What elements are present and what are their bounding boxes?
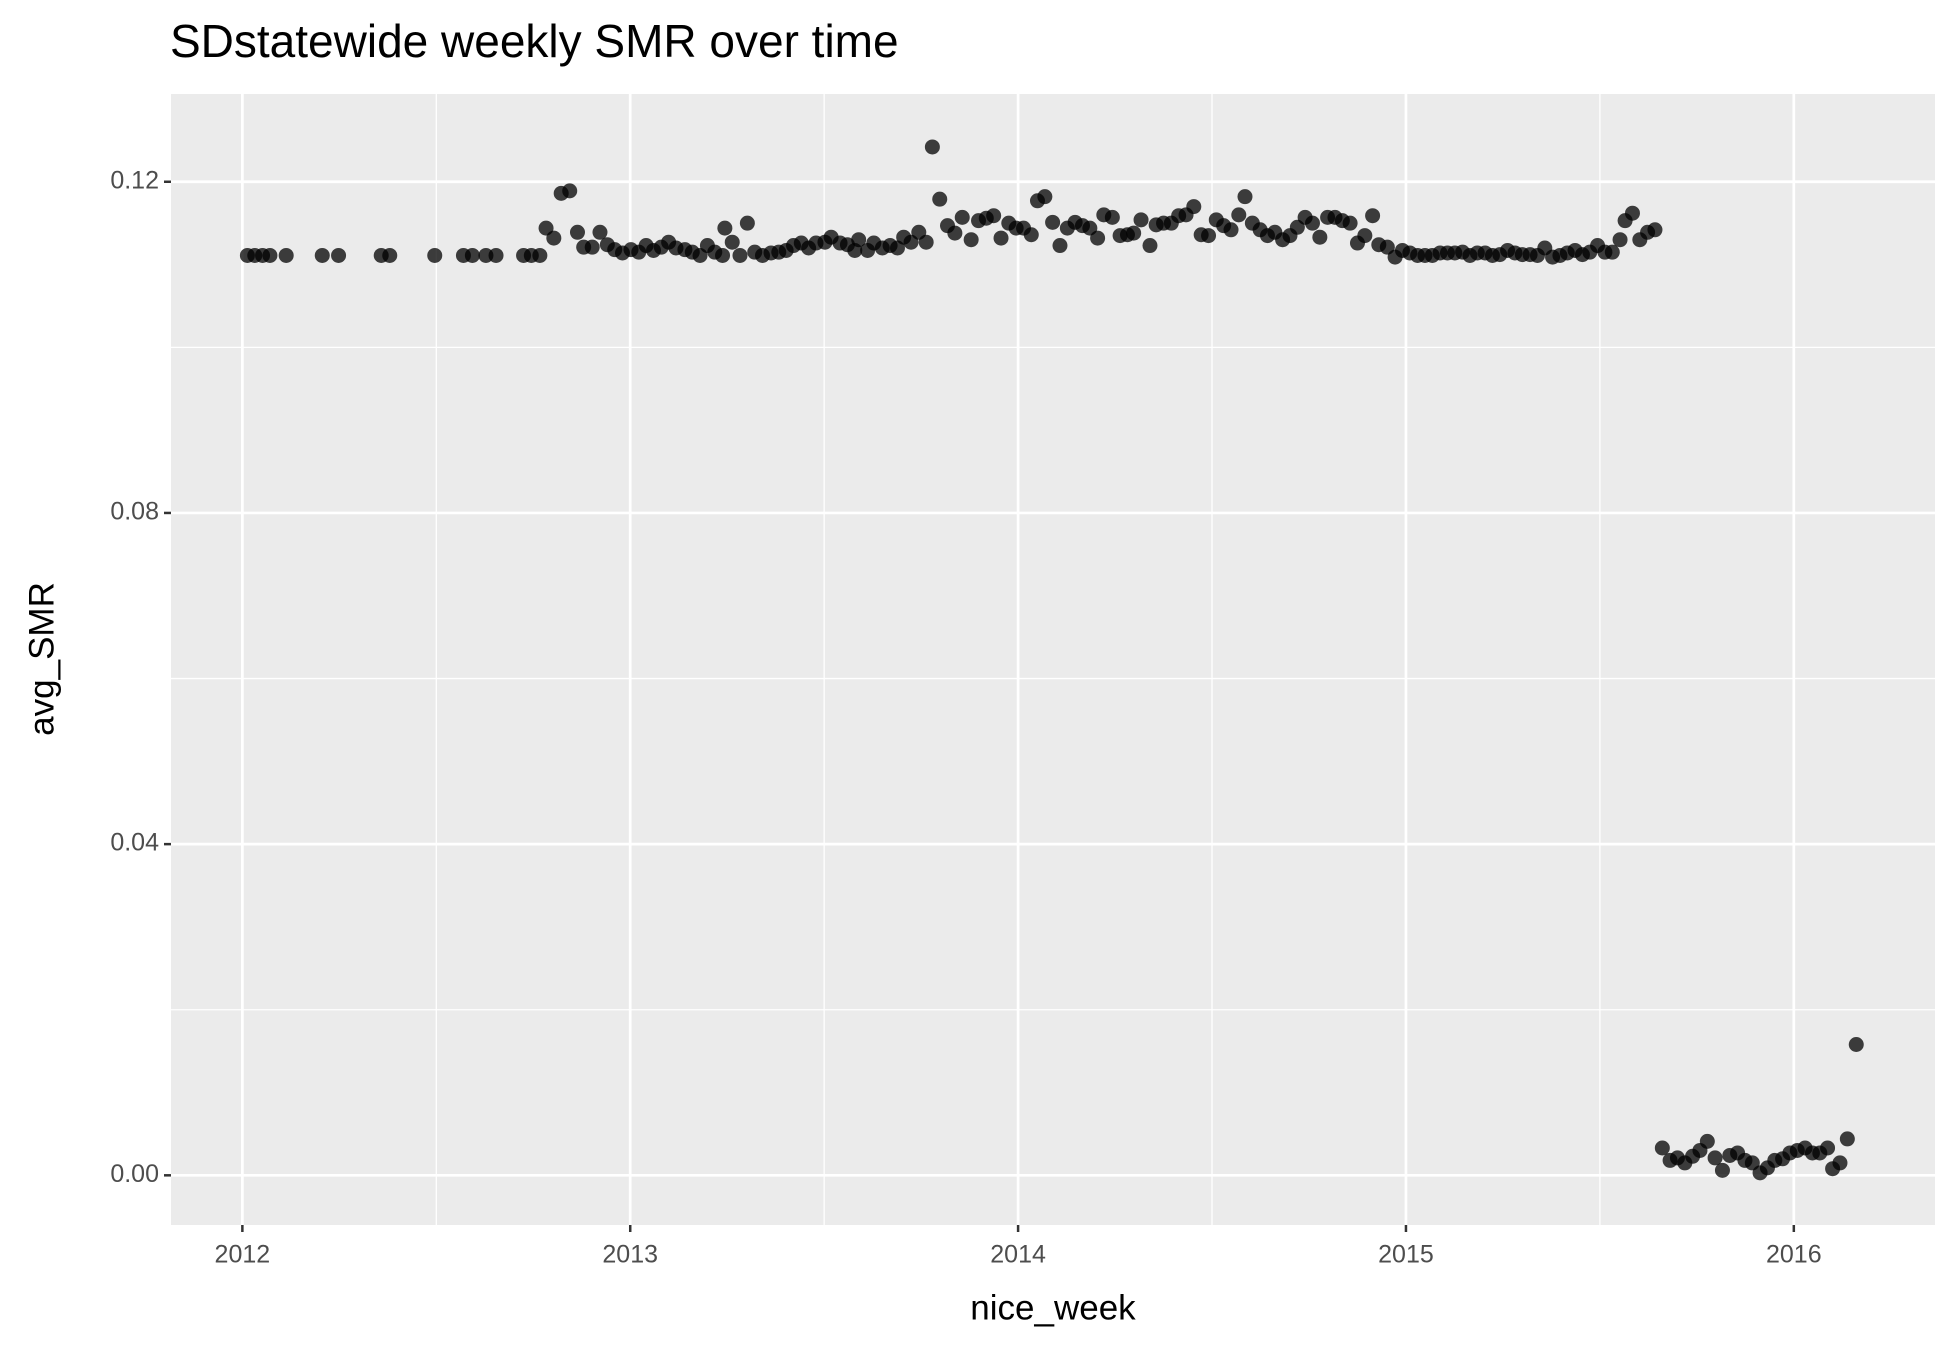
point bbox=[918, 234, 934, 250]
point bbox=[1090, 230, 1106, 246]
x-tick-label: 2012 bbox=[215, 1241, 271, 1269]
point bbox=[1133, 212, 1149, 228]
x-tick-label: 2016 bbox=[1766, 1241, 1822, 1269]
point bbox=[1045, 214, 1061, 230]
point bbox=[724, 234, 740, 250]
x-tick-label: 2013 bbox=[602, 1241, 658, 1269]
point bbox=[546, 230, 562, 246]
point bbox=[932, 191, 948, 207]
y-tick-label: 0.04 bbox=[110, 829, 159, 857]
point bbox=[1231, 207, 1247, 223]
point bbox=[1304, 215, 1320, 231]
point bbox=[1832, 1155, 1848, 1171]
point bbox=[963, 232, 979, 248]
point bbox=[715, 247, 731, 263]
point bbox=[1624, 205, 1640, 221]
point bbox=[1237, 189, 1253, 205]
point bbox=[278, 247, 294, 263]
point bbox=[1654, 1140, 1670, 1156]
point bbox=[947, 225, 963, 241]
point bbox=[1142, 238, 1158, 254]
chart-title: SDstatewide weekly SMR over time bbox=[170, 15, 899, 67]
y-tick-label: 0.08 bbox=[110, 498, 159, 526]
point bbox=[924, 139, 940, 155]
point bbox=[1707, 1150, 1723, 1166]
point bbox=[532, 247, 548, 263]
y-axis-title: avg_SMR bbox=[22, 582, 61, 736]
point bbox=[569, 224, 585, 240]
point bbox=[1839, 1131, 1855, 1147]
point bbox=[717, 220, 733, 236]
point bbox=[464, 247, 480, 263]
plot-panel bbox=[171, 94, 1935, 1225]
point bbox=[427, 247, 443, 263]
point bbox=[1312, 229, 1328, 245]
point bbox=[986, 208, 1002, 224]
point bbox=[1647, 222, 1663, 238]
point bbox=[1126, 225, 1142, 241]
point bbox=[1201, 228, 1217, 244]
point bbox=[1848, 1037, 1864, 1053]
y-tick-label: 0.00 bbox=[110, 1160, 159, 1188]
point bbox=[262, 247, 278, 263]
point bbox=[488, 247, 504, 263]
point bbox=[732, 247, 748, 263]
x-tick-label: 2014 bbox=[990, 1241, 1046, 1269]
point bbox=[954, 209, 970, 225]
point bbox=[1604, 244, 1620, 260]
point bbox=[1365, 208, 1381, 224]
point bbox=[592, 224, 608, 240]
point bbox=[1104, 209, 1120, 225]
point bbox=[1820, 1140, 1836, 1156]
point bbox=[993, 230, 1009, 246]
point bbox=[1223, 222, 1239, 238]
grid bbox=[171, 94, 1935, 1225]
point bbox=[1612, 232, 1628, 248]
y-tick-label: 0.12 bbox=[110, 166, 159, 194]
point bbox=[562, 183, 578, 199]
points bbox=[239, 139, 1864, 1181]
point bbox=[1186, 199, 1202, 215]
point bbox=[331, 247, 347, 263]
point bbox=[1052, 238, 1068, 254]
point bbox=[382, 247, 398, 263]
point bbox=[851, 232, 867, 248]
point bbox=[1357, 228, 1373, 244]
x-axis-title: nice_week bbox=[970, 1288, 1136, 1327]
point bbox=[1714, 1162, 1730, 1178]
point bbox=[584, 239, 600, 255]
point bbox=[1699, 1133, 1715, 1149]
point bbox=[314, 247, 330, 263]
point bbox=[739, 215, 755, 231]
point bbox=[1023, 227, 1039, 243]
point bbox=[1342, 215, 1358, 231]
point bbox=[1037, 189, 1053, 205]
x-tick-label: 2015 bbox=[1378, 1241, 1434, 1269]
